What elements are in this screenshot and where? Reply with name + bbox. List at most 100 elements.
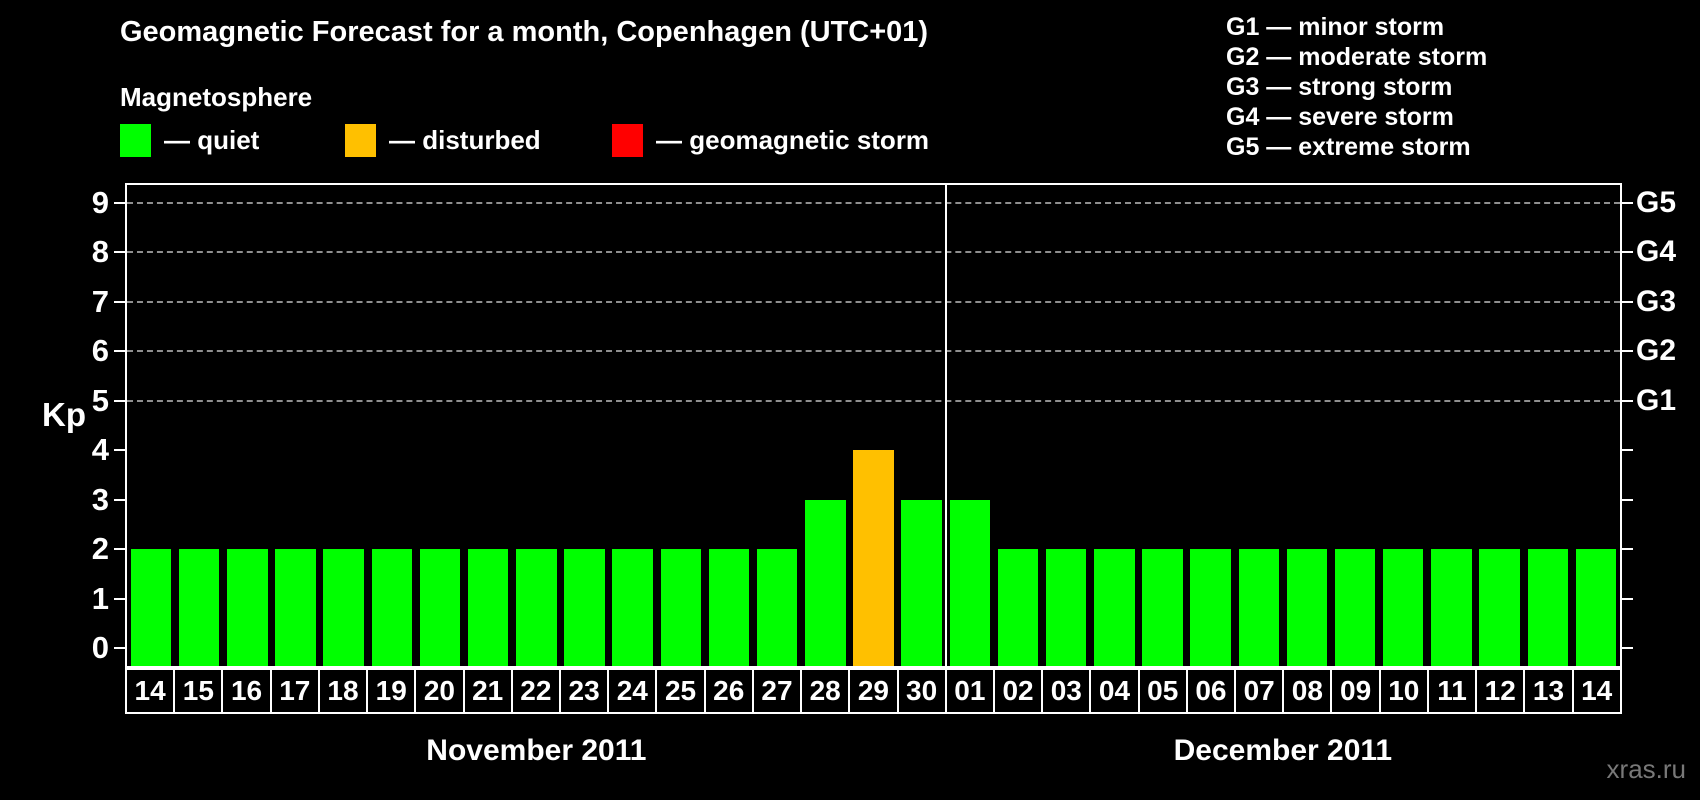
y-tick-right — [1622, 449, 1633, 452]
y-tick-left — [114, 597, 125, 600]
kp-bar-04 — [1094, 549, 1135, 666]
legend-item-label: — geomagnetic storm — [656, 124, 930, 155]
gscale-line: G4 — severe storm — [1226, 103, 1454, 131]
date-cell: 29 — [848, 668, 899, 714]
y-tick-label: 2 — [91, 531, 109, 567]
gridline-kp5 — [127, 399, 1620, 402]
date-cell: 14 — [125, 668, 176, 714]
kp-bar-19 — [371, 549, 413, 666]
quiet-swatch-icon — [120, 123, 151, 157]
kp-bar-17 — [275, 549, 316, 666]
y-tick-right — [1622, 597, 1633, 600]
date-cell: 08 — [1282, 668, 1333, 714]
kp-bar-27 — [756, 549, 798, 666]
kp-bar-11 — [1431, 549, 1472, 666]
date-cell: 18 — [317, 668, 369, 714]
magnetosphere-label: Magnetosphere — [120, 82, 313, 112]
date-cell: 21 — [462, 668, 513, 714]
date-axis: 14 15 16 17 18 19 20 21 22 23 24 25 26 27 28 29 30 01 02 03… — [125, 668, 1622, 714]
y-tick-right — [1622, 399, 1633, 402]
y-tick-label: 5 — [91, 382, 109, 418]
legend-item-label: — quiet — [164, 124, 260, 155]
legend-item-label: — disturbed — [389, 124, 541, 155]
gridline-kp7 — [127, 300, 1620, 303]
date-cell: 10 — [1378, 668, 1429, 714]
kp-bar-21 — [467, 549, 509, 666]
date-cell: 05 — [1137, 668, 1188, 714]
y-tick-right — [1622, 350, 1633, 353]
kp-bar-22 — [516, 549, 557, 666]
date-cell: 26 — [703, 668, 754, 714]
g-level-label: G2 — [1636, 334, 1677, 368]
date-cell: 06 — [1185, 668, 1237, 714]
gridline-kp8 — [127, 251, 1620, 254]
kp-bar-24 — [612, 549, 653, 666]
kp-bar-10 — [1383, 549, 1424, 666]
kp-bar-25 — [660, 549, 702, 666]
kp-bar-02 — [997, 549, 1039, 666]
date-cell: 19 — [366, 668, 417, 714]
chart-title: Geomagnetic Forecast for a month, Copenh… — [120, 16, 929, 48]
date-cell: 22 — [510, 668, 561, 714]
date-cell: 13 — [1523, 668, 1574, 714]
date-cell: 24 — [607, 668, 658, 714]
gscale-line: G1 — minor storm — [1226, 13, 1445, 41]
date-cell: 16 — [221, 668, 272, 714]
kp-bar-03 — [1045, 549, 1087, 666]
gridline-kp6 — [127, 350, 1620, 353]
legend-item-disturbed: — disturbed — [345, 122, 541, 158]
kp-bar-05 — [1142, 549, 1183, 666]
y-tick-label: 3 — [91, 481, 109, 517]
date-cell: 02 — [992, 668, 1044, 714]
y-tick-label: 1 — [91, 580, 109, 616]
date-cell: 27 — [751, 668, 803, 714]
kp-bar-30 — [901, 499, 942, 666]
date-cell: 23 — [558, 668, 610, 714]
gscale-line: G3 — strong storm — [1226, 73, 1453, 101]
kp-bar-15 — [179, 549, 220, 666]
y-tick-right — [1622, 498, 1633, 501]
legend-item-storm: — geomagnetic storm — [612, 122, 929, 158]
y-tick-label: 8 — [91, 234, 109, 270]
g-level-label: G5 — [1636, 186, 1677, 219]
date-cell: 07 — [1234, 668, 1285, 714]
date-cell: 20 — [414, 668, 465, 714]
y-tick-label: 0 — [91, 630, 109, 665]
g-level-label: G4 — [1636, 235, 1677, 269]
kp-bar-29 — [853, 450, 894, 666]
y-tick-right — [1622, 647, 1633, 649]
kp-bar-18 — [323, 549, 364, 666]
month-label: December 2011 — [1173, 734, 1393, 767]
month-label: November 2011 — [426, 734, 647, 767]
y-tick-right — [1622, 548, 1633, 551]
y-tick-left — [114, 350, 125, 353]
kp-bar-09 — [1334, 549, 1376, 666]
kp-bar-07 — [1238, 549, 1280, 666]
gscale-line: G2 — moderate storm — [1226, 43, 1488, 71]
kp-bar-08 — [1286, 549, 1328, 666]
y-tick-right — [1622, 251, 1633, 254]
month-divider — [944, 185, 947, 666]
y-tick-left — [114, 399, 125, 402]
kp-bar-26 — [708, 549, 750, 666]
date-cell: 03 — [1041, 668, 1092, 714]
y-tick-left — [114, 647, 125, 649]
y-axis-label: Kp — [42, 396, 86, 433]
date-cell: 25 — [655, 668, 706, 714]
storm-swatch-icon — [612, 123, 643, 157]
y-tick-label: 7 — [91, 283, 109, 319]
y-tick-left — [114, 498, 125, 501]
date-cell: 17 — [269, 668, 320, 714]
watermark: xras.ru — [1606, 754, 1686, 784]
y-tick-left — [114, 300, 125, 303]
g-level-label: G1 — [1636, 383, 1677, 417]
kp-bar-06 — [1190, 549, 1231, 666]
gscale-legend: G1 — minor storm G2 — moderate storm G3 — … — [1226, 12, 1487, 162]
date-cell: 11 — [1426, 668, 1478, 714]
date-cell: 30 — [896, 668, 947, 714]
kp-bar-14 — [1575, 549, 1617, 666]
date-cell: 28 — [800, 668, 851, 714]
kp-bar-14 — [130, 549, 172, 666]
date-cell: 12 — [1475, 668, 1526, 714]
